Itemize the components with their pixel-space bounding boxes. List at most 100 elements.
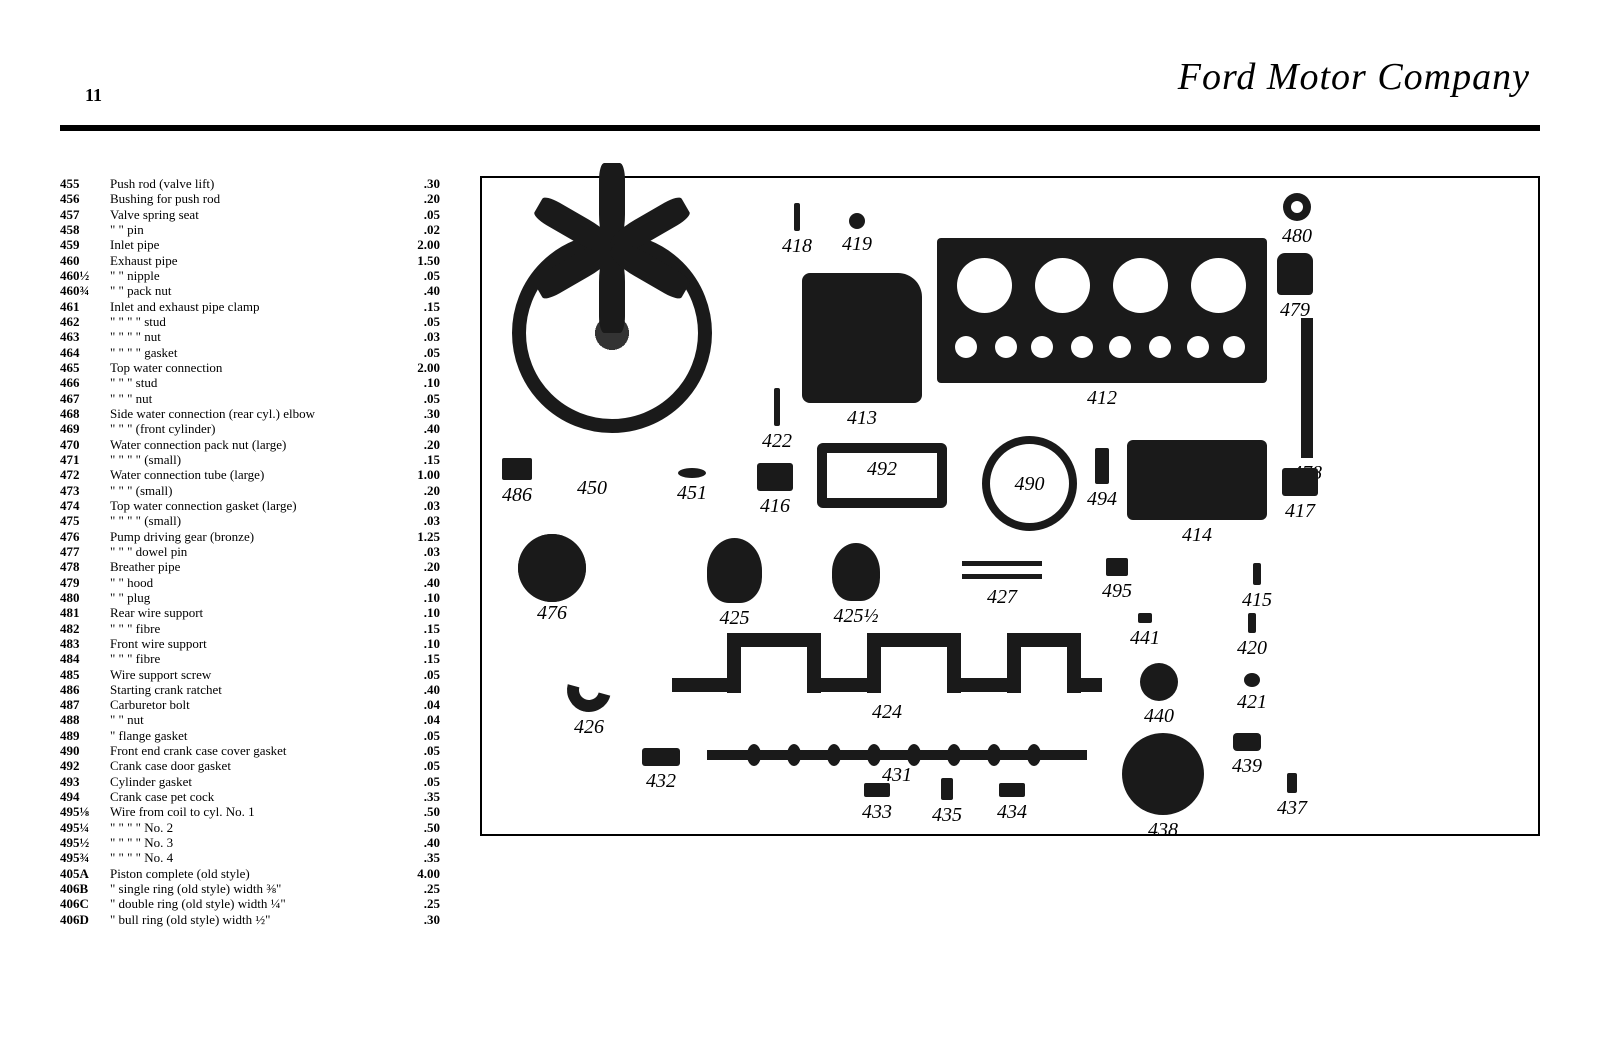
- part-description: Top water connection: [110, 360, 400, 375]
- part-price: .25: [400, 896, 440, 911]
- parts-list-table: 455Push rod (valve lift).30456Bushing fo…: [60, 176, 440, 927]
- part-description: Crank case door gasket: [110, 758, 400, 773]
- part-price: 1.00: [400, 467, 440, 482]
- part-row: 478Breather pipe.20: [60, 559, 440, 574]
- part-price: .04: [400, 697, 440, 712]
- part-row: 495¾ " " " " No. 4.35: [60, 850, 440, 865]
- part-description: Water connection tube (large): [110, 467, 400, 482]
- part-495: 495: [1102, 558, 1132, 603]
- part-price: .05: [400, 345, 440, 360]
- part-413: 413: [802, 273, 922, 430]
- part-row: 476Pump driving gear (bronze)1.25: [60, 529, 440, 544]
- part-description: " " " fibre: [110, 651, 400, 666]
- part-number: 470: [60, 437, 110, 452]
- part-description: Piston complete (old style): [110, 866, 400, 881]
- part-row: 490Front end crank case cover gasket.05: [60, 743, 440, 758]
- part-row: 459Inlet pipe2.00: [60, 237, 440, 252]
- part-description: " " nut: [110, 712, 400, 727]
- part-421: 421: [1237, 673, 1267, 714]
- part-description: Side water connection (rear cyl.) elbow: [110, 406, 400, 421]
- part-row: 473 " " " (small).20: [60, 483, 440, 498]
- part-row: 488 " " nut.04: [60, 712, 440, 727]
- part-number: 489: [60, 728, 110, 743]
- part-row: 406D " bull ring (old style) width ½".30: [60, 912, 440, 927]
- part-price: 2.00: [400, 237, 440, 252]
- part-price: .04: [400, 712, 440, 727]
- part-row: 474Top water connection gasket (large).0…: [60, 498, 440, 513]
- part-price: .40: [400, 682, 440, 697]
- part-434: 434: [997, 783, 1027, 824]
- part-number: 460: [60, 253, 110, 268]
- part-price: .03: [400, 513, 440, 528]
- part-number: 492: [60, 758, 110, 773]
- part-row: 467 " " " nut.05: [60, 391, 440, 406]
- part-description: Push rod (valve lift): [110, 176, 400, 191]
- part-description: Inlet pipe: [110, 237, 400, 252]
- part-price: .15: [400, 651, 440, 666]
- part-row: 481Rear wire support.10: [60, 605, 440, 620]
- part-number: 495¼: [60, 820, 110, 835]
- part-row: 492Crank case door gasket.05: [60, 758, 440, 773]
- part-424-crankshaft: 424: [672, 628, 1102, 724]
- part-description: Bushing for push rod: [110, 191, 400, 206]
- part-price: .20: [400, 559, 440, 574]
- part-price: .15: [400, 452, 440, 467]
- part-row: 470Water connection pack nut (large).20: [60, 437, 440, 452]
- part-price: 4.00: [400, 866, 440, 881]
- part-row: 477 " " " dowel pin.03: [60, 544, 440, 559]
- part-description: Rear wire support: [110, 605, 400, 620]
- part-price: .15: [400, 621, 440, 636]
- part-price: 1.25: [400, 529, 440, 544]
- part-price: .05: [400, 268, 440, 283]
- parts-diagram: 418 419 486 450: [480, 176, 1540, 836]
- part-row: 455Push rod (valve lift).30: [60, 176, 440, 191]
- part-description: " single ring (old style) width ⅜": [110, 881, 400, 896]
- part-price: .35: [400, 850, 440, 865]
- part-number: 495⅛: [60, 804, 110, 819]
- part-description: " " " " nut: [110, 329, 400, 344]
- part-price: .35: [400, 789, 440, 804]
- part-description: " " pin: [110, 222, 400, 237]
- part-description: " bull ring (old style) width ½": [110, 912, 400, 927]
- part-number: 484: [60, 651, 110, 666]
- part-number: 473: [60, 483, 110, 498]
- header-rule: [60, 125, 1540, 131]
- part-450-fan: [512, 233, 712, 433]
- part-row: 482 " " " fibre.15: [60, 621, 440, 636]
- part-price: .40: [400, 421, 440, 436]
- part-row: 466 " " " stud.10: [60, 375, 440, 390]
- part-number: 466: [60, 375, 110, 390]
- part-description: " " " (front cylinder): [110, 421, 400, 436]
- part-number: 405A: [60, 866, 110, 881]
- part-description: " " " " (small): [110, 452, 400, 467]
- part-492: 492: [817, 443, 947, 481]
- part-description: Valve spring seat: [110, 207, 400, 222]
- part-number: 406C: [60, 896, 110, 911]
- label-450: 450: [577, 477, 607, 500]
- part-price: .50: [400, 820, 440, 835]
- part-number: 494: [60, 789, 110, 804]
- part-description: " " " stud: [110, 375, 400, 390]
- part-description: " " " " gasket: [110, 345, 400, 360]
- part-431-camshaft: 431: [707, 750, 1087, 787]
- part-417: 417: [1282, 468, 1318, 523]
- part-number: 464: [60, 345, 110, 360]
- part-price: .05: [400, 391, 440, 406]
- part-price: .05: [400, 314, 440, 329]
- part-row: 460½ " " nipple.05: [60, 268, 440, 283]
- part-row: 460Exhaust pipe1.50: [60, 253, 440, 268]
- part-price: .05: [400, 774, 440, 789]
- part-row: 479 " " hood.40: [60, 575, 440, 590]
- part-440: 440: [1140, 663, 1178, 728]
- part-number: 476: [60, 529, 110, 544]
- part-415: 415: [1242, 563, 1272, 612]
- part-number: 471: [60, 452, 110, 467]
- part-479: 479: [1277, 253, 1313, 322]
- part-price: .30: [400, 406, 440, 421]
- part-row: 406C " double ring (old style) width ¼".…: [60, 896, 440, 911]
- part-row: 485Wire support screw.05: [60, 667, 440, 682]
- part-number: 467: [60, 391, 110, 406]
- part-row: 472Water connection tube (large)1.00: [60, 467, 440, 482]
- part-price: .05: [400, 728, 440, 743]
- part-description: " " " dowel pin: [110, 544, 400, 559]
